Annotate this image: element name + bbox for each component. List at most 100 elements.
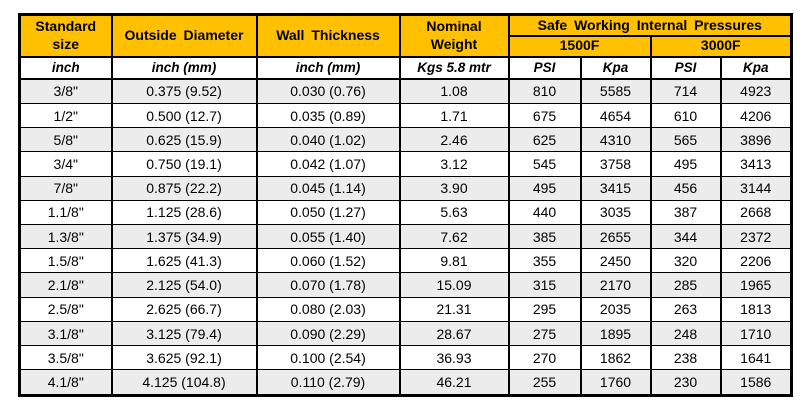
cell: 4.125 (104.8) [110,369,258,396]
cell: 2668 [719,199,793,226]
header-pressures-group: Safe Working Internal Pressures [507,13,793,37]
cell: 0.625 (15.9) [110,127,258,153]
cell: 1.625 (41.3) [110,248,258,274]
cell: 2655 [579,224,652,250]
cell: 2.625 (66.7) [110,296,258,322]
table-row: 4.1/8" 4.125 (104.8) 0.110 (2.79) 46.21 255 1… [18,369,793,396]
cell: 675 [507,102,582,129]
cell: 28.67 [398,320,510,347]
table-row: 3/8" 0.375 (9.52) 0.030 (0.76) 1.08 810 5585 7… [18,78,793,104]
table-row: 2.5/8" 2.625 (66.7) 0.080 (2.03) 21.31 295 20… [18,296,793,322]
unit-cell: PSI [649,55,722,80]
cell: 0.875 (22.2) [110,175,258,201]
cell: 355 [507,248,582,274]
table-row: 1.1/8" 1.125 (28.6) 0.050 (1.27) 5.63 440 303… [18,199,793,226]
cell: 1.5/8" [18,248,113,274]
cell: 320 [649,248,722,274]
cell: 0.080 (2.03) [255,296,401,322]
cell: 3.90 [398,175,510,201]
cell: 4.1/8" [18,369,113,396]
cell: 344 [649,224,722,250]
table-row: 3/4" 0.750 (19.1) 0.042 (1.07) 3.12 545 3758 4… [18,151,793,177]
table-row: 3.5/8" 3.625 (92.1) 0.100 (2.54) 36.93 270 18… [18,345,793,371]
cell: 7.62 [398,224,510,250]
cell: 387 [649,199,722,226]
unit-cell: inch (mm) [110,55,258,80]
cell: 456 [649,175,722,201]
cell: 270 [507,345,582,371]
unit-cell: PSI [507,55,582,80]
cell: 21.31 [398,296,510,322]
cell: 3144 [719,175,793,201]
cell: 0.070 (1.78) [255,272,401,298]
table-row: 5/8" 0.625 (15.9) 0.040 (1.02) 2.46 625 4310 5… [18,127,793,153]
header-row-top: Standard size Outside Diameter Wall Thic… [18,13,793,58]
cell: 0.050 (1.27) [255,199,401,226]
cell: 0.375 (9.52) [110,78,258,104]
cell: 4923 [719,78,793,104]
cell: 3.625 (92.1) [110,345,258,371]
cell: 1.375 (34.9) [110,224,258,250]
header-nominal-weight: Nominal Weight [398,13,510,58]
table-header: Standard size Outside Diameter Wall Thic… [18,13,793,58]
cell: 5585 [579,78,652,104]
cell: 3.125 (79.4) [110,320,258,347]
cell: 1641 [719,345,793,371]
cell: 810 [507,78,582,104]
cell: 315 [507,272,582,298]
cell: 1813 [719,296,793,322]
cell: 0.110 (2.79) [255,369,401,396]
cell: 440 [507,199,582,226]
cell: 36.93 [398,345,510,371]
cell: 1862 [579,345,652,371]
cell: 3/8" [18,78,113,104]
cell: 0.500 (12.7) [110,102,258,129]
cell: 1710 [719,320,793,347]
cell: 2.125 (54.0) [110,272,258,298]
cell: 275 [507,320,582,347]
cell: 0.042 (1.07) [255,151,401,177]
cell: 285 [649,272,722,298]
cell: 230 [649,369,722,396]
unit-cell: Kgs 5.8 mtr [398,55,510,80]
cell: 610 [649,102,722,129]
cell: 714 [649,78,722,104]
cell: 255 [507,369,582,396]
cell: 0.100 (2.54) [255,345,401,371]
cell: 2.1/8" [18,272,113,298]
cell: 625 [507,127,582,153]
cell: 1.71 [398,102,510,129]
cell: 2450 [579,248,652,274]
cell: 3/4" [18,151,113,177]
header-standard-size: Standard size [18,13,113,58]
cell: 0.750 (19.1) [110,151,258,177]
cell: 3415 [579,175,652,201]
cell: 0.045 (1.14) [255,175,401,201]
cell: 3.1/8" [18,320,113,347]
cell: 495 [649,151,722,177]
cell: 3035 [579,199,652,226]
header-outside-diameter: Outside Diameter [110,13,258,58]
cell: 0.090 (2.29) [255,320,401,347]
cell: 2170 [579,272,652,298]
table-row: 1/2" 0.500 (12.7) 0.035 (0.89) 1.71 675 4654 6… [18,102,793,129]
cell: 46.21 [398,369,510,396]
table-row: 2.1/8" 2.125 (54.0) 0.070 (1.78) 15.09 315 21… [18,272,793,298]
cell: 0.035 (0.89) [255,102,401,129]
cell: 2206 [719,248,793,274]
cell: 4654 [579,102,652,129]
cell: 1.08 [398,78,510,104]
cell: 1.1/8" [18,199,113,226]
cell: 1/2" [18,102,113,129]
units-row: inch inch (mm) inch (mm) Kgs 5.8 mtr PSI Kpa P… [18,55,793,80]
cell: 295 [507,296,582,322]
cell: 5/8" [18,127,113,153]
unit-cell: Kpa [579,55,652,80]
unit-cell: Kpa [719,55,793,80]
unit-cell: inch [18,55,113,80]
cell: 3413 [719,151,793,177]
cell: 238 [649,345,722,371]
cell: 1.125 (28.6) [110,199,258,226]
cell: 0.030 (0.76) [255,78,401,104]
cell: 3.12 [398,151,510,177]
